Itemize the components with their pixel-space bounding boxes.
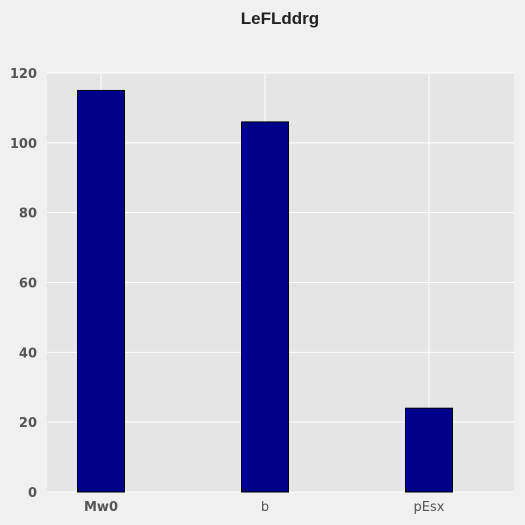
y-tick-label: 60 bbox=[19, 277, 37, 292]
x-axis-ticks: Mw0 b pEsx bbox=[84, 500, 445, 515]
x-tick-label: b bbox=[261, 500, 269, 515]
y-tick-label: 120 bbox=[10, 67, 37, 82]
chart-title: LeFLddrg bbox=[240, 9, 320, 28]
y-axis-ticks: 0 20 40 60 80 100 120 bbox=[10, 67, 37, 501]
bars bbox=[77, 89, 453, 493]
y-tick-label: 0 bbox=[28, 486, 37, 501]
bar-Mw0 bbox=[77, 89, 125, 493]
x-tick-label: pEsx bbox=[414, 500, 445, 515]
y-tick-label: 80 bbox=[19, 207, 37, 222]
y-tick-label: 100 bbox=[10, 137, 37, 152]
x-tick-label: Mw0 bbox=[84, 500, 118, 515]
y-tick-label: 20 bbox=[19, 416, 37, 431]
bar-pEsx bbox=[405, 407, 453, 493]
bar-b bbox=[241, 121, 289, 493]
y-tick-label: 40 bbox=[19, 346, 37, 361]
